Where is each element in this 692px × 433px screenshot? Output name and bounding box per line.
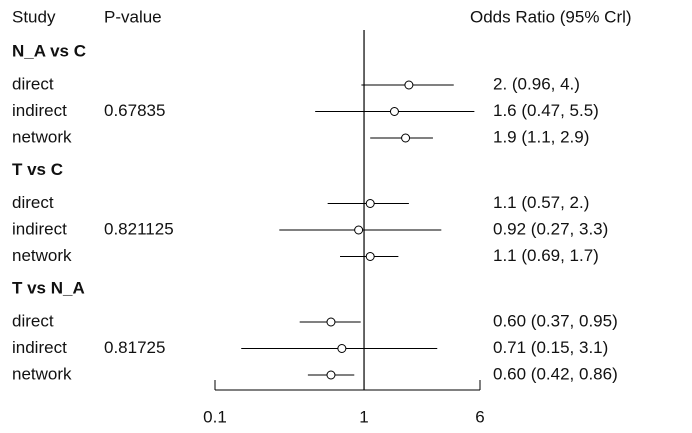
p-value: 0.81725 (104, 338, 165, 357)
x-tick-label: 0.1 (203, 407, 227, 426)
p-header: P-value (104, 7, 162, 26)
estimate-point (401, 133, 411, 143)
value-label: 0.60 (0.37, 0.95) (493, 311, 618, 330)
value-label: 0.92 (0.27, 3.3) (493, 219, 608, 238)
study-label: indirect (12, 219, 67, 238)
estimate-point (404, 80, 414, 90)
study-header: Study (12, 7, 56, 26)
value-label: 0.60 (0.42, 0.86) (493, 364, 618, 383)
study-label: indirect (12, 101, 67, 120)
study-label: network (12, 364, 72, 383)
estimate-point (326, 370, 336, 380)
study-label: direct (12, 74, 54, 93)
estimate-point (337, 344, 347, 353)
study-label: direct (12, 193, 54, 212)
value-label: 1.1 (0.69, 1.7) (493, 246, 599, 265)
value-label: 1.6 (0.47, 5.5) (493, 101, 599, 120)
estimate-point (365, 199, 375, 208)
value-label: 2. (0.96, 4.) (493, 74, 580, 93)
x-tick-label: 6 (475, 407, 484, 426)
study-label: indirect (12, 338, 67, 357)
group-name: T vs N_A (12, 278, 85, 297)
value-label: 0.71 (0.15, 3.1) (493, 338, 608, 357)
estimate-point (326, 317, 336, 327)
p-value: 0.821125 (104, 219, 174, 238)
x-tick-label: 1 (359, 407, 368, 426)
group-name: N_A vs C (12, 41, 86, 60)
study-label: network (12, 127, 72, 146)
estimate-point (354, 225, 364, 235)
value-label: 1.1 (0.57, 2.) (493, 193, 589, 212)
estimate-point (389, 107, 399, 116)
p-value: 0.67835 (104, 101, 165, 120)
group-name: T vs C (12, 160, 63, 179)
study-label: network (12, 246, 72, 265)
effect-header: Odds Ratio (95% Crl) (470, 7, 632, 26)
estimate-point (365, 252, 375, 261)
value-label: 1.9 (1.1, 2.9) (493, 127, 589, 146)
study-label: direct (12, 311, 54, 330)
